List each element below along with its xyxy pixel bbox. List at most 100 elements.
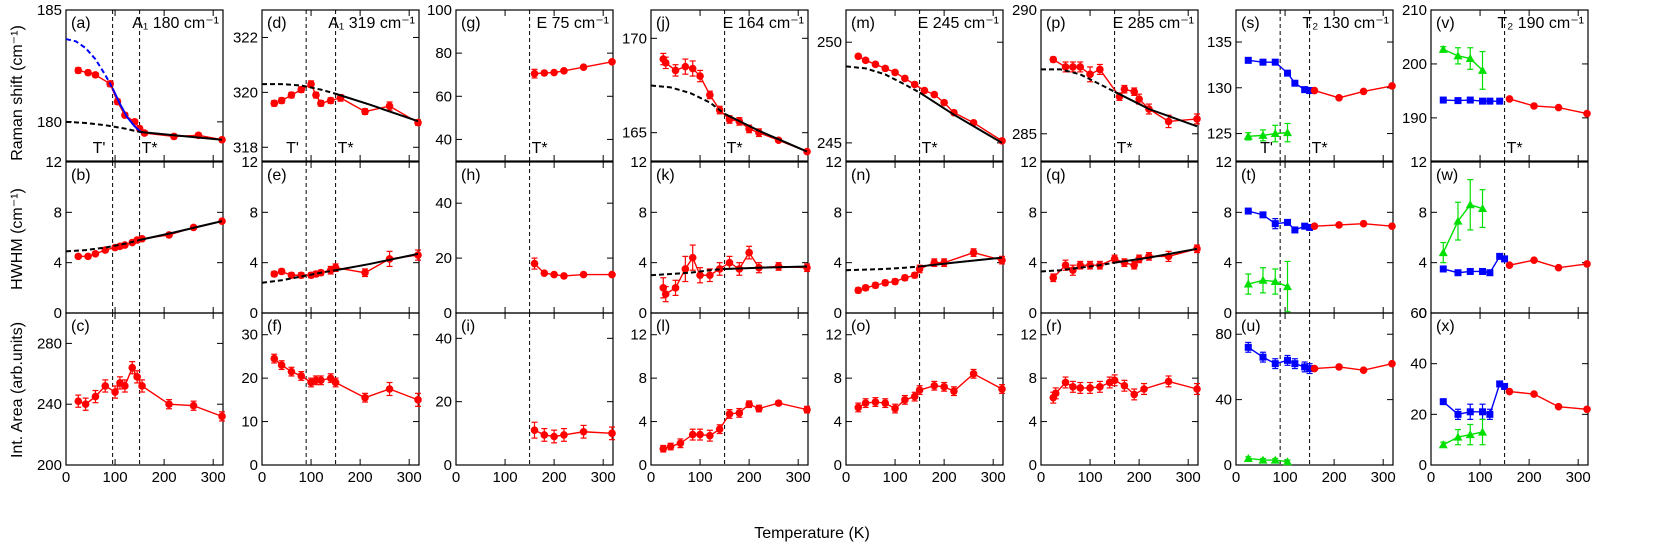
- data-point: [1335, 221, 1343, 229]
- y-tick-label: 180: [37, 114, 62, 131]
- data-point: [1069, 383, 1077, 391]
- y-tick-label: 60: [435, 88, 452, 105]
- data-point: [676, 439, 685, 448]
- data-point: [414, 251, 422, 259]
- data-point: [550, 270, 558, 279]
- data-point: [1486, 410, 1494, 418]
- data-point: [1244, 56, 1252, 64]
- data-point: [803, 263, 811, 272]
- data-point: [681, 265, 690, 273]
- data-point: [930, 90, 939, 99]
- fit-curve: [1040, 261, 1115, 273]
- series-line: [1509, 259, 1588, 269]
- x-tick-label: 0: [258, 469, 266, 486]
- x-tick-label: 100: [299, 469, 324, 486]
- data-point: [91, 71, 100, 79]
- series-line: [1509, 390, 1588, 410]
- x-tick-label: 200: [152, 469, 177, 486]
- x-axis-label: Temperature (K): [754, 525, 870, 542]
- fit-curve: [919, 91, 1003, 144]
- data-point: [671, 284, 680, 292]
- data-point: [550, 68, 558, 77]
- series-line: [1248, 457, 1288, 463]
- data-point: [901, 273, 909, 282]
- plot-frame: [845, 9, 1004, 162]
- y-tick-label: 4: [834, 255, 842, 272]
- data-point: [1453, 216, 1463, 225]
- panel-letter: (x): [1436, 318, 1455, 335]
- panel-letter: (t): [1241, 167, 1256, 184]
- fit-curve: [1041, 68, 1116, 93]
- data-point: [871, 281, 880, 290]
- data-point: [1359, 87, 1368, 96]
- data-point: [725, 258, 734, 267]
- y-tick-label: 285: [1012, 126, 1037, 143]
- data-point: [540, 69, 549, 77]
- fit-curve: [650, 267, 725, 277]
- data-point: [287, 91, 296, 99]
- panel-i: 0 100 200 300 0 20 40 (i): [435, 312, 616, 486]
- y-tick-label: 4: [639, 414, 647, 431]
- y-tick-label: 8: [834, 370, 842, 387]
- data-point: [287, 271, 296, 280]
- panel-e: 0 4 8 12 (e): [241, 154, 422, 322]
- data-point: [1453, 432, 1463, 441]
- data-point: [1270, 455, 1280, 464]
- y-tick-label: 40: [435, 330, 452, 347]
- panel-letter: (b): [71, 167, 91, 184]
- data-point: [1283, 128, 1293, 137]
- data-point: [1244, 343, 1252, 351]
- data-point: [1310, 86, 1319, 95]
- y-tick-label: 0: [250, 305, 258, 322]
- panel-letter: (i): [461, 318, 475, 335]
- panel-k: 0 4 8 12 (k): [630, 154, 811, 322]
- data-point: [1306, 223, 1314, 231]
- y-tick-label: 12: [45, 154, 62, 171]
- y-tick-label: 0: [834, 457, 842, 474]
- data-point: [1478, 65, 1488, 74]
- plot-frame: [455, 161, 614, 314]
- series-line: [1314, 362, 1393, 371]
- data-point: [871, 398, 880, 406]
- data-point: [969, 370, 978, 378]
- data-point: [1501, 382, 1509, 390]
- x-tick-label: 0: [647, 469, 655, 486]
- x-tick-label: 200: [1127, 469, 1152, 486]
- y-tick-label: 0: [834, 305, 842, 322]
- fit-curve: [724, 112, 808, 153]
- data-point: [287, 367, 296, 376]
- data-point: [735, 409, 744, 417]
- x-tick-label: 0: [62, 469, 70, 486]
- data-point: [326, 374, 335, 382]
- data-point: [1438, 248, 1448, 257]
- data-point: [608, 429, 616, 438]
- panel-p: 285 290 T* (p) E 285 cm⁻¹: [1012, 2, 1201, 162]
- data-point: [706, 91, 714, 99]
- fit-curve: [1114, 90, 1198, 128]
- y-tick-label: 8: [1029, 204, 1037, 221]
- data-point: [385, 385, 394, 393]
- x-tick-label: 200: [932, 469, 957, 486]
- data-point: [74, 66, 83, 75]
- x-tick-label: 100: [688, 469, 713, 486]
- y-tick-label: 20: [435, 394, 452, 411]
- fit-curve: [65, 120, 140, 133]
- mode-title: E 75 cm⁻¹: [537, 15, 609, 32]
- data-point: [1301, 86, 1309, 94]
- series-line: [1248, 59, 1310, 92]
- y-tick-label: 0: [1419, 457, 1427, 474]
- data-point: [1359, 219, 1368, 228]
- panel-letter: (f): [267, 318, 282, 335]
- panels-layer: 180 185 T' T* (a) A₁ 180 cm⁻¹ 318 320 322 T' T* (d)…: [37, 2, 1591, 486]
- fit-curve: [335, 92, 419, 123]
- panel-v: 190 200 210 T* (v) T₂ 190 cm⁻¹: [1402, 2, 1591, 162]
- series-line: [273, 358, 419, 401]
- data-point: [1086, 70, 1094, 79]
- y-tick-label: 210: [1402, 2, 1427, 19]
- data-point: [270, 270, 279, 278]
- panel-u: 0 100 200 300 0 40 80 (u): [1215, 312, 1396, 486]
- data-point: [1061, 378, 1070, 387]
- panel-m: 245 250 T* (m) E 245 cm⁻¹: [817, 9, 1006, 162]
- panel-letter: (a): [71, 15, 91, 32]
- data-point: [1061, 63, 1070, 71]
